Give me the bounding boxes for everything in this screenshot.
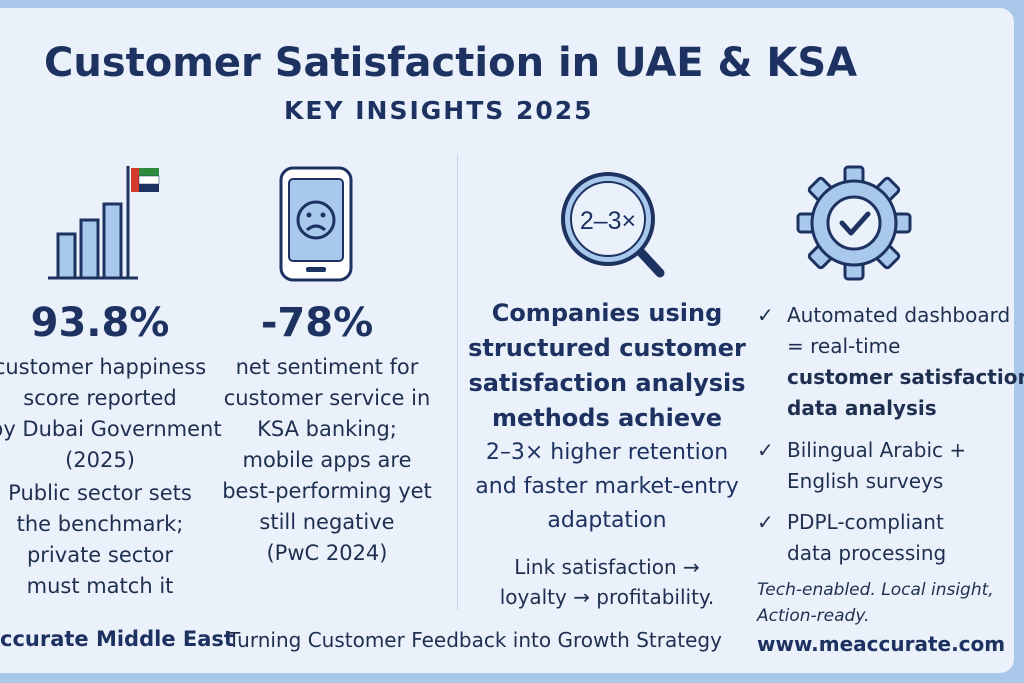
magnifier-label: 2–3× bbox=[580, 207, 636, 235]
benchmark-note: Public sector sets the benchmark; privat… bbox=[8, 481, 192, 598]
checklist-item-bilingual: ✓ Bilingual Arabic + English surveys bbox=[757, 435, 1017, 497]
magnifier-icon: 2–3× bbox=[561, 172, 665, 278]
check-icon: ✓ bbox=[757, 438, 774, 462]
infographic-card bbox=[0, 8, 1014, 673]
website-link[interactable]: www.meaccurate.com bbox=[757, 632, 1006, 656]
brand-name: ccurate Middle East bbox=[0, 627, 234, 651]
brand-slogan: Turning Customer Feedback into Growth St… bbox=[228, 628, 722, 652]
sad-phone-icon bbox=[279, 166, 353, 282]
page-title: Customer Satisfaction in UAE & KSA bbox=[44, 40, 858, 86]
structured-methods-block: Companies using structured customer sati… bbox=[468, 299, 746, 609]
check-icon: ✓ bbox=[757, 303, 774, 327]
sentiment-description: net sentiment for customer service in KS… bbox=[222, 355, 432, 565]
sentiment-stat: -78% bbox=[260, 300, 374, 346]
checklist-item-pdpl: ✓ PDPL-compliant data processing bbox=[757, 507, 1017, 569]
happiness-description: customer happiness score reported by Dub… bbox=[0, 355, 222, 472]
page-subtitle: KEY INSIGHTS 2025 bbox=[284, 96, 594, 125]
tagline: Tech-enabled. Local insight, Action-read… bbox=[757, 580, 994, 626]
column-divider bbox=[457, 155, 458, 610]
check-icon: ✓ bbox=[757, 510, 774, 534]
gear-check-icon bbox=[796, 165, 912, 281]
checklist-item-dashboard: ✓ Automated dashboard = real-time custom… bbox=[757, 300, 1024, 424]
bar-chart-flag-icon bbox=[48, 166, 160, 280]
happiness-stat: 93.8% bbox=[30, 300, 170, 346]
